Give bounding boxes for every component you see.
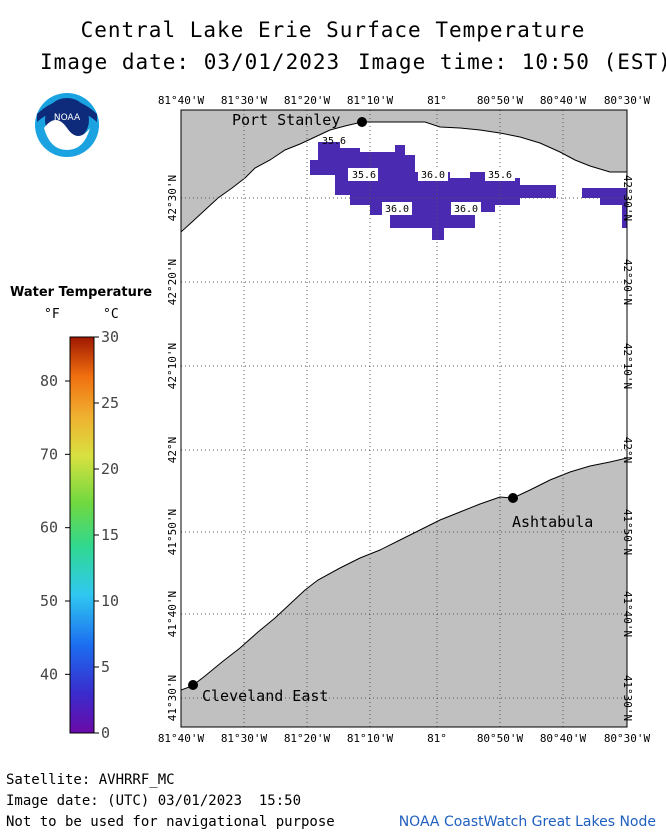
disclaimer-text: Not to be used for navigational purpose bbox=[6, 814, 335, 830]
credit-text: NOAA CoastWatch Great Lakes Node bbox=[398, 814, 656, 830]
lon-label: 81° bbox=[427, 732, 447, 745]
south-land bbox=[181, 457, 627, 727]
city-label: Port Stanley bbox=[232, 111, 340, 129]
legend-c-label: 25 bbox=[101, 394, 119, 412]
image-time: Image time: 10:50 (EST) bbox=[358, 50, 666, 74]
lon-label: 80°40'W bbox=[540, 94, 587, 107]
city-marker bbox=[508, 493, 518, 503]
chart-title: Central Lake Erie Surface Temperature bbox=[80, 18, 586, 42]
lon-label: 80°30'W bbox=[604, 94, 651, 107]
temp-label: 35.6 bbox=[322, 136, 346, 147]
lat-label: 42°N bbox=[621, 437, 634, 464]
cold-water-area bbox=[310, 142, 556, 240]
temp-label: 36.0 bbox=[385, 204, 409, 215]
legend-unit-c: °C bbox=[103, 307, 119, 322]
lon-label: 81°10'W bbox=[347, 732, 394, 745]
noaa-logo-icon: NOAA bbox=[35, 93, 99, 157]
legend-f-label: 80 bbox=[40, 372, 58, 390]
lat-label: 42°30'N bbox=[166, 175, 179, 221]
city-marker bbox=[188, 680, 198, 690]
temp-label: 36.0 bbox=[421, 170, 445, 181]
lon-label: 81°30'W bbox=[221, 732, 268, 745]
legend-c-label: 0 bbox=[101, 724, 110, 740]
legend-c-label: 15 bbox=[101, 526, 119, 544]
lat-label: 42°20'N bbox=[621, 259, 634, 305]
temp-label: 36.0 bbox=[454, 204, 478, 215]
temp-label: 35.6 bbox=[352, 170, 376, 181]
legend-c-label: 30 bbox=[101, 330, 119, 346]
lon-label: 81°30'W bbox=[221, 94, 268, 107]
image-date: Image date: 03/01/2023 bbox=[40, 50, 341, 74]
lat-label: 42°30'N bbox=[621, 175, 634, 221]
lat-label: 42°10'N bbox=[621, 343, 634, 389]
legend-f-label: 60 bbox=[40, 519, 58, 537]
lat-label: 41°30'N bbox=[621, 675, 634, 721]
lat-label: 42°10'N bbox=[166, 343, 179, 389]
legend-c-label: 10 bbox=[101, 592, 119, 610]
legend-c-label: 5 bbox=[101, 658, 110, 676]
logo-text: NOAA bbox=[54, 113, 81, 123]
lon-label: 81°40'W bbox=[158, 732, 205, 745]
legend-unit-f: °F bbox=[44, 307, 60, 322]
temp-label: 35.6 bbox=[488, 170, 512, 181]
north-land bbox=[181, 110, 627, 233]
lat-label: 42°20'N bbox=[166, 259, 179, 305]
city-label: Ashtabula bbox=[512, 513, 593, 531]
lon-label: 80°50'W bbox=[477, 94, 524, 107]
lat-label: 41°50'N bbox=[621, 509, 634, 555]
lat-label: 41°40'N bbox=[621, 591, 634, 637]
legend-f-label: 70 bbox=[40, 445, 58, 463]
city-label: Cleveland East bbox=[202, 687, 328, 705]
lat-label: 41°50'N bbox=[166, 509, 179, 555]
legend-f-label: 40 bbox=[40, 665, 58, 683]
satellite-text: Satellite: AVHRRF_MC bbox=[6, 772, 175, 788]
lon-label: 80°40'W bbox=[540, 732, 587, 745]
lon-label: 81°40'W bbox=[158, 94, 205, 107]
city-marker bbox=[357, 117, 367, 127]
legend-f-label: 50 bbox=[40, 592, 58, 610]
legend-title: Water Temperature bbox=[10, 285, 153, 300]
lon-label: 81°20'W bbox=[284, 732, 331, 745]
lat-label: 41°30'N bbox=[166, 675, 179, 721]
lon-label: 81° bbox=[427, 94, 447, 107]
lat-label: 42°N bbox=[166, 437, 179, 464]
lon-label: 80°30'W bbox=[604, 732, 651, 745]
map-frame bbox=[180, 109, 628, 728]
lon-label: 80°50'W bbox=[477, 732, 524, 745]
lon-label: 81°10'W bbox=[347, 94, 394, 107]
legend-c-label: 20 bbox=[101, 460, 119, 478]
lon-label: 81°20'W bbox=[284, 94, 331, 107]
lat-label: 41°40'N bbox=[166, 591, 179, 637]
color-scale-bar bbox=[69, 336, 95, 734]
utc-date-text: Image date: (UTC) 03/01/2023 15:50 bbox=[6, 793, 302, 809]
